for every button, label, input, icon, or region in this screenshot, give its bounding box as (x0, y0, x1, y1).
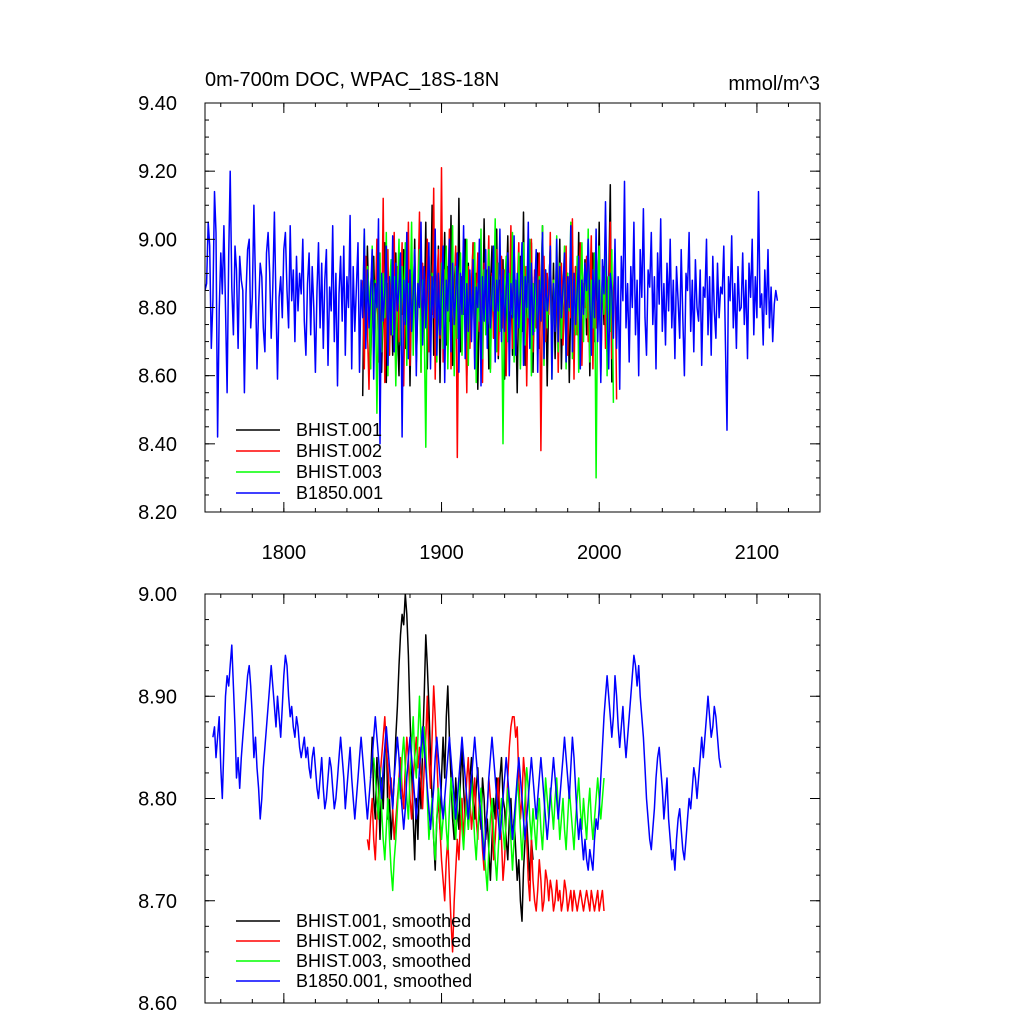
y-tick-label: 9.20 (138, 161, 177, 183)
legend-label: BHIST.002 (296, 441, 382, 461)
legend-label: BHIST.001, smoothed (296, 911, 471, 931)
x-tick-label: 1800 (262, 542, 307, 564)
y-tick-label: 8.60 (138, 366, 177, 388)
x-tick-label: 1900 (419, 542, 464, 564)
legend-label: B1850.001, smoothed (296, 971, 472, 991)
y-tick-label: 9.00 (138, 229, 177, 251)
series-line-4 (212, 644, 722, 871)
y-tick-label: 9.40 (138, 93, 177, 115)
y-tick-label: 8.70 (138, 891, 177, 913)
y-tick-label: 9.00 (138, 584, 177, 606)
series-line-4 (205, 170, 779, 445)
legend-label: BHIST.003 (296, 462, 382, 482)
y-tick-label: 8.20 (138, 502, 177, 524)
y-tick-label: 8.60 (138, 993, 177, 1015)
legend-label: BHIST.003, smoothed (296, 951, 471, 971)
series-line-3 (372, 695, 605, 892)
units-label: mmol/m^3 (728, 73, 820, 95)
x-tick-label: 2100 (735, 542, 780, 564)
x-tick-label: 2000 (577, 542, 622, 564)
y-tick-label: 8.80 (138, 298, 177, 320)
series-group (212, 594, 722, 953)
chart-title: 0m-700m DOC, WPAC_18S-18N (205, 69, 499, 91)
series-group (205, 167, 779, 479)
legend-label: B1850.001 (296, 483, 383, 503)
legend-label: BHIST.002, smoothed (296, 931, 471, 951)
y-tick-label: 8.90 (138, 686, 177, 708)
y-tick-label: 8.40 (138, 434, 177, 456)
chart-panel-1: 8.20 8.40 8.60 8.80 9.00 9.20 9.40 1800 1900 2000… (138, 69, 821, 564)
y-tick-label: 8.80 (138, 789, 177, 811)
legend-label: BHIST.001 (296, 420, 382, 440)
